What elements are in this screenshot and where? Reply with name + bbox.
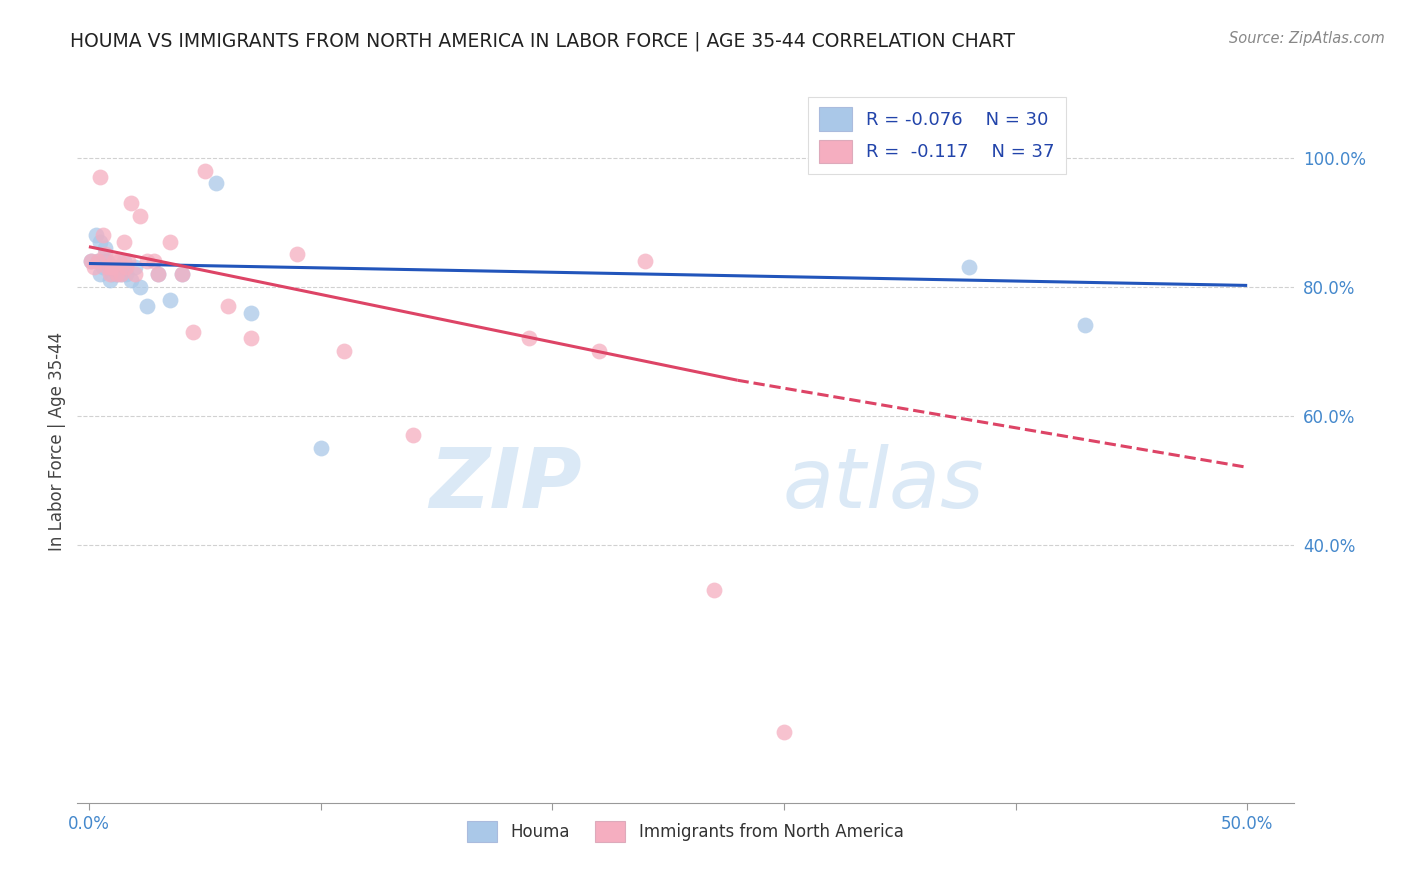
Point	[98, 273, 121, 287]
Point	[110, 267, 132, 281]
Point	[94, 254, 117, 268]
Point	[159, 293, 181, 307]
Point	[98, 267, 121, 281]
Point	[217, 299, 239, 313]
Point	[142, 254, 165, 268]
Point	[128, 209, 150, 223]
Point	[115, 260, 138, 275]
Point	[240, 305, 263, 319]
Point	[108, 254, 131, 268]
Point	[87, 254, 110, 268]
Point	[87, 254, 110, 268]
Point	[124, 267, 146, 281]
Point	[115, 267, 138, 281]
Point	[98, 260, 121, 275]
Point	[83, 260, 105, 275]
Point	[94, 241, 117, 255]
Point	[105, 267, 128, 281]
Point	[1074, 318, 1097, 333]
Point	[91, 228, 114, 243]
Point	[105, 267, 128, 281]
Point	[148, 267, 170, 281]
Point	[101, 267, 124, 281]
Point	[517, 331, 540, 345]
Point	[101, 260, 124, 275]
Point	[110, 267, 132, 281]
Point	[148, 267, 170, 281]
Point	[773, 724, 796, 739]
Point	[120, 273, 142, 287]
Point	[128, 279, 150, 293]
Point	[957, 260, 980, 275]
Point	[98, 260, 121, 275]
Point	[89, 235, 111, 249]
Point	[89, 267, 111, 281]
Legend: Houma, Immigrants from North America: Houma, Immigrants from North America	[461, 814, 910, 848]
Point	[402, 428, 425, 442]
Text: ZIP: ZIP	[429, 444, 582, 525]
Point	[96, 254, 118, 268]
Text: atlas: atlas	[783, 444, 984, 525]
Point	[634, 254, 657, 268]
Point	[332, 344, 354, 359]
Point	[89, 169, 111, 184]
Point	[170, 267, 193, 281]
Point	[159, 235, 181, 249]
Point	[181, 325, 204, 339]
Point	[103, 254, 125, 268]
Y-axis label: In Labor Force | Age 35-44: In Labor Force | Age 35-44	[48, 332, 66, 551]
Point	[103, 260, 125, 275]
Point	[205, 177, 228, 191]
Point	[120, 195, 142, 210]
Point	[287, 247, 309, 261]
Point	[91, 260, 114, 275]
Point	[135, 254, 157, 268]
Point	[94, 247, 117, 261]
Point	[112, 254, 135, 268]
Point	[124, 260, 146, 275]
Point	[240, 331, 263, 345]
Point	[80, 254, 103, 268]
Point	[170, 267, 193, 281]
Text: HOUMA VS IMMIGRANTS FROM NORTH AMERICA IN LABOR FORCE | AGE 35-44 CORRELATION CH: HOUMA VS IMMIGRANTS FROM NORTH AMERICA I…	[70, 31, 1015, 51]
Point	[194, 163, 217, 178]
Point	[703, 582, 725, 597]
Text: Source: ZipAtlas.com: Source: ZipAtlas.com	[1229, 31, 1385, 46]
Point	[108, 260, 131, 275]
Point	[135, 299, 157, 313]
Point	[96, 260, 118, 275]
Point	[588, 344, 610, 359]
Point	[84, 228, 107, 243]
Point	[117, 254, 139, 268]
Point	[80, 254, 103, 268]
Point	[309, 441, 332, 455]
Point	[112, 235, 135, 249]
